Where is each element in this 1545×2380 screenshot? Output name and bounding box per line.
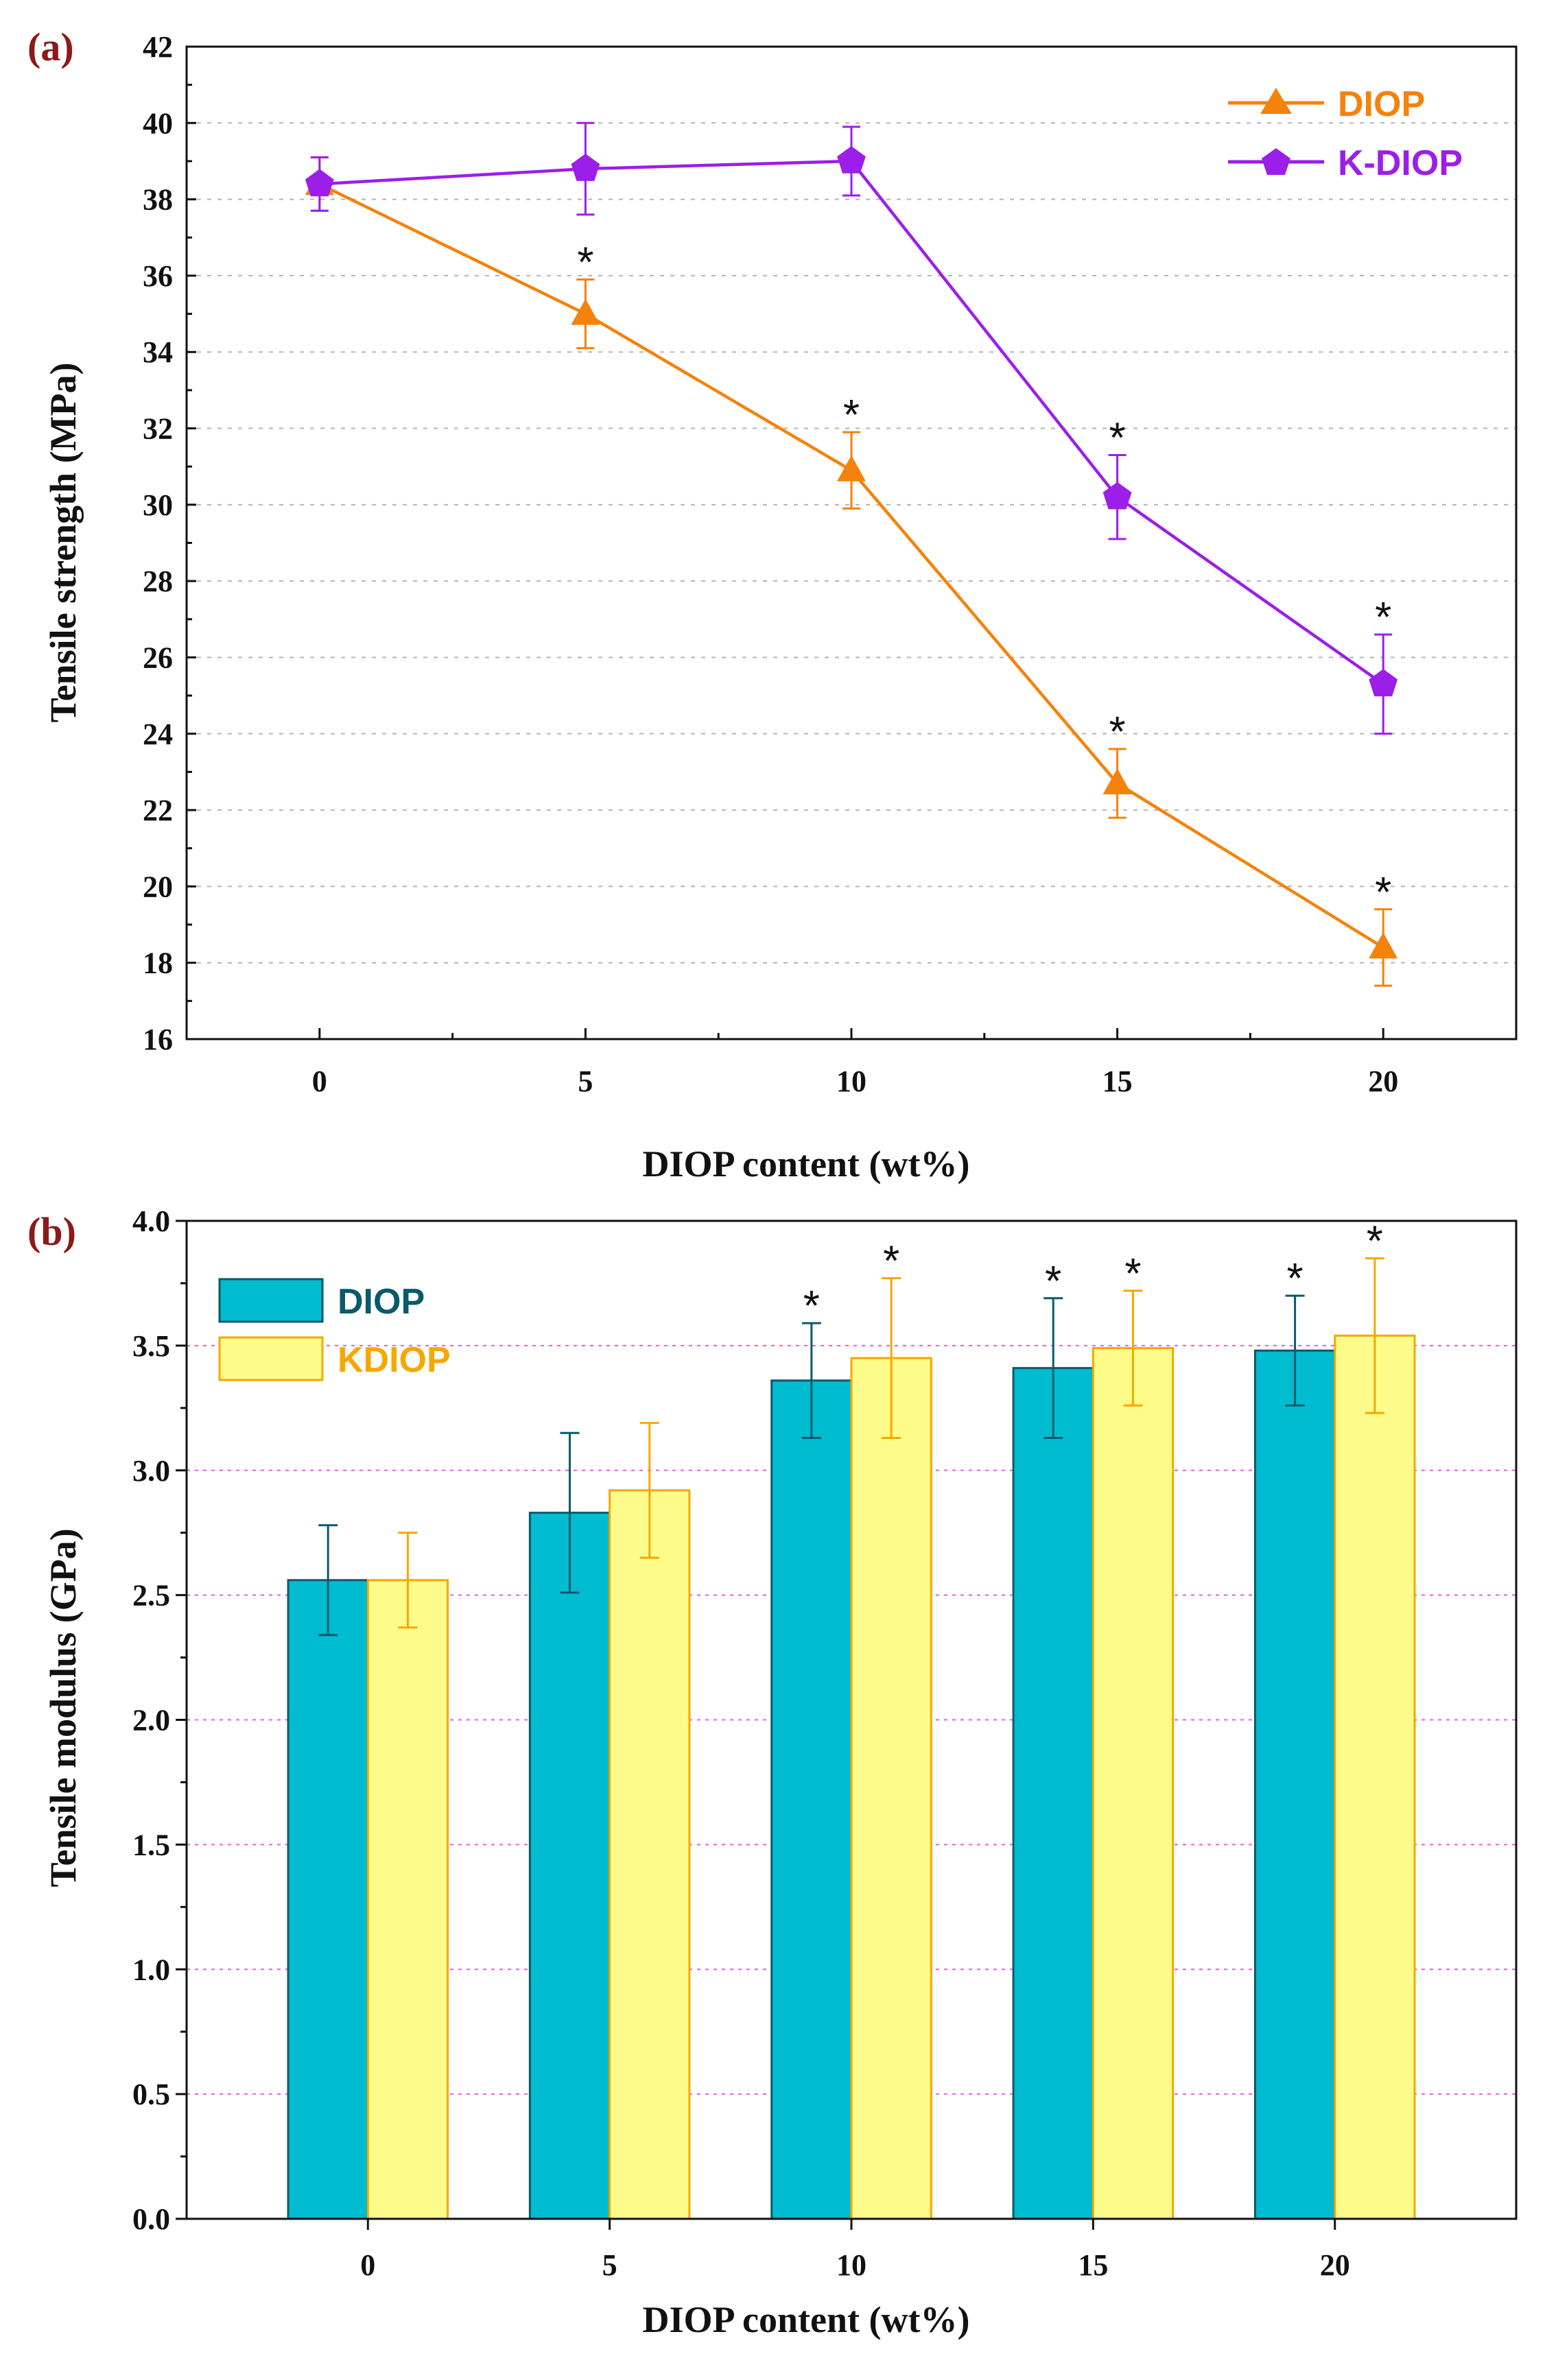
x-tick-label: 5 [578,1064,593,1098]
x-tick-label: 0 [360,2248,375,2282]
x-tick-label: 0 [312,1064,327,1098]
significance-marker: * [1375,869,1391,916]
significance-marker: * [803,1283,820,1330]
legend-label-diop: DIOP [1338,84,1425,124]
bar [609,1489,691,2220]
data-point-pentagon [571,154,600,181]
legend-triangle-marker [1260,88,1292,114]
y-tick-label: 26 [143,641,173,674]
panel-b-bars: * * * * * * [287,1218,1416,2220]
y-tick-label: 1.0 [132,1953,170,1986]
data-point-pentagon [837,146,866,174]
legend-item-diop: DIOP [218,1278,425,1323]
legend-label-kdiop: KDIOP [338,1340,451,1380]
x-tick-label: 15 [1078,2248,1108,2282]
y-tick-label: 3.0 [132,1454,170,1488]
bar [366,1579,449,2220]
y-tick-label: 34 [143,335,173,369]
data-point-pentagon [1369,669,1398,697]
y-tick-label: 28 [143,564,173,598]
data-point-pentagon [305,169,334,197]
bar [770,1379,853,2220]
bar [528,1512,611,2220]
legend-item-diop: DIOP [1228,84,1425,124]
significance-marker: * [843,392,860,439]
legend-item-k-diop: K-DIOP [1228,143,1463,183]
series-line-diop [318,182,1384,949]
y-tick-label: 2.0 [132,1704,170,1737]
legend-swatch-kdiop [218,1336,324,1381]
panel-a-gridlines [187,122,1516,964]
data-point-triangle [571,298,600,325]
panel-b-x-axis-title: DIOP content (wt%) [643,2299,970,2340]
bar [287,1579,369,2220]
data-point-triangle [1102,768,1132,795]
significance-marker: * [1287,1255,1304,1302]
y-tick-label: 0.5 [132,2078,170,2111]
y-tick-label: 32 [143,412,173,446]
panel-b-bar-chart: (b) * * * * * * 0.0 0.5 1.0 1.5 2.0 2.5 3.0 3.5 4.0 0… [27,1204,1518,2340]
y-tick-label: 36 [143,259,173,293]
panel-a-legend: DIOP K-DIOP [1228,84,1463,183]
x-tick-label: 20 [1368,1064,1398,1098]
significance-marker: * [883,1238,899,1285]
y-tick-label: 40 [143,106,173,140]
panel-b-legend: DIOP KDIOP [218,1278,451,1381]
x-tick-label: 20 [1320,2248,1350,2282]
panel-a-series: ****** [305,121,1398,987]
y-tick-label: 18 [143,947,173,980]
significance-marker: * [1124,1250,1141,1298]
panel-a-label: (a) [27,25,74,69]
panel-b-y-axis: 0.0 0.5 1.0 1.5 2.0 2.5 3.0 3.5 4.0 [132,1204,187,2236]
significance-marker: * [1109,414,1126,462]
significance-marker: * [1375,594,1391,641]
data-point-triangle [1369,932,1398,959]
x-tick-label: 5 [602,2248,617,2282]
y-tick-label: 1.5 [132,1828,170,1861]
y-tick-label: 4.0 [132,1204,170,1238]
x-tick-label: 10 [836,1064,866,1098]
significance-marker: * [1367,1218,1383,1265]
series-k-diop: ** [305,121,1398,735]
panel-a-x-axis: 0 5 10 15 20 [312,1028,1398,1098]
legend-swatch-diop [218,1278,324,1323]
x-tick-label: 10 [836,2248,866,2282]
bar [850,1357,932,2220]
bar [1334,1334,1416,2220]
data-point-pentagon [1102,481,1132,510]
y-tick-label: 24 [143,717,173,751]
significance-marker: * [1045,1258,1061,1305]
legend-label-diop: DIOP [338,1282,425,1322]
y-tick-label: 20 [143,870,173,903]
panel-a-y-axis-title: Tensile strength (MPa) [43,363,84,723]
bar [1012,1367,1094,2220]
panel-b-x-axis: 0 5 10 15 20 [360,2219,1350,2282]
data-point-triangle [837,455,866,481]
legend-item-kdiop: KDIOP [218,1336,451,1381]
x-tick-label: 15 [1102,1064,1133,1098]
series-diop: * * * * [305,156,1398,987]
panel-b-y-axis-title: Tensile modulus (GPa) [43,1528,84,1887]
legend-label-k-diop: K-DIOP [1338,143,1463,183]
y-tick-label: 30 [143,488,173,522]
y-tick-label: 2.5 [132,1579,170,1613]
y-tick-label: 42 [143,30,173,64]
panel-b-label: (b) [27,1209,76,1254]
significance-marker: * [1109,709,1126,756]
panel-a-line-chart: (a) 16 18 20 22 24 26 28 30 32 34 36 38 40 42 0 5 10 15 2… [27,25,1518,1185]
panel-a-y-axis: 16 18 20 22 24 26 28 30 32 34 36 38 40 42 [143,30,196,1056]
y-tick-label: 38 [143,183,173,217]
series-kdiop: * * * [366,1218,1416,2220]
y-tick-label: 16 [143,1023,173,1056]
bar [1253,1349,1336,2220]
significance-marker: * [577,239,593,286]
legend-pentagon-marker [1262,148,1290,175]
y-tick-label: 3.5 [132,1329,170,1363]
y-tick-label: 22 [143,794,173,827]
bar [1092,1347,1175,2220]
panel-a-x-axis-title: DIOP content (wt%) [643,1143,970,1185]
y-tick-label: 0.0 [132,2202,170,2236]
